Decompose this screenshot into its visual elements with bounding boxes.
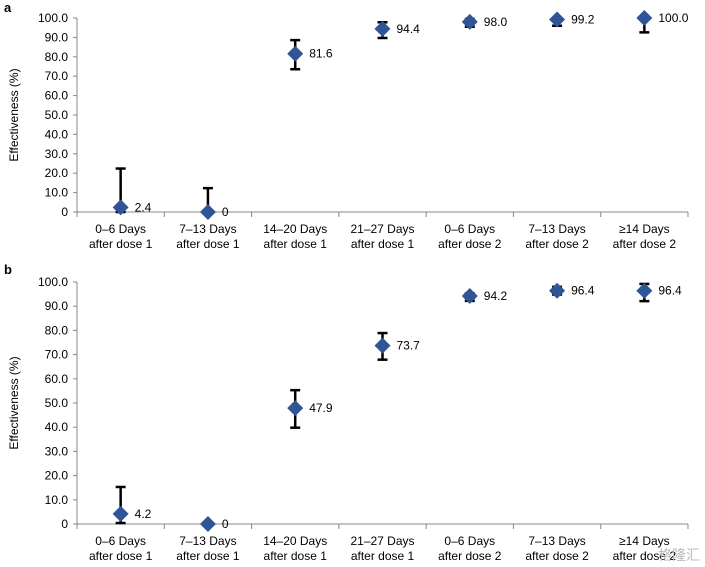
- x-tick-label: 21–27 Days: [350, 534, 414, 548]
- data-point: [461, 13, 478, 30]
- x-tick-label: 7–13 Days: [528, 534, 585, 548]
- y-tick-label: 90.0: [45, 299, 69, 313]
- y-axis-title: Effectiveness (%): [7, 356, 21, 449]
- x-tick-label: after dose 1: [264, 237, 328, 251]
- data-point: [549, 282, 566, 299]
- x-tick-label: ≥14 Days: [619, 222, 670, 236]
- data-label: 81.6: [309, 47, 333, 61]
- y-tick-label: 60.0: [45, 372, 69, 386]
- y-tick-label: 30.0: [45, 147, 69, 161]
- y-tick-label: 10.0: [45, 493, 69, 507]
- y-tick-label: 80.0: [45, 323, 69, 337]
- x-tick-label: ≥14 Days: [619, 534, 670, 548]
- x-tick-label: after dose 1: [264, 549, 328, 563]
- y-tick-label: 40.0: [45, 127, 69, 141]
- data-label: 96.4: [658, 284, 682, 298]
- y-tick-label: 70.0: [45, 348, 69, 362]
- y-axis-title: Effectiveness (%): [7, 68, 21, 161]
- x-tick-label: after dose 1: [351, 549, 415, 563]
- data-point: [461, 288, 478, 305]
- y-tick-label: 90.0: [45, 30, 69, 44]
- y-tick-label: 100.0: [38, 275, 68, 289]
- y-tick-label: 50.0: [45, 108, 69, 122]
- data-point: [636, 10, 653, 26]
- x-tick-label: after dose 1: [351, 237, 415, 251]
- data-label: 0: [222, 205, 229, 219]
- data-label: 2.4: [135, 200, 152, 214]
- data-label: 94.2: [484, 289, 508, 303]
- x-tick-label: 0–6 Days: [95, 222, 146, 236]
- data-point: [287, 400, 304, 417]
- data-label: 47.9: [309, 401, 333, 415]
- data-label: 4.2: [135, 507, 152, 521]
- x-tick-label: 7–13 Days: [528, 222, 585, 236]
- x-tick-label: after dose 2: [613, 237, 677, 251]
- x-tick-label: 0–6 Days: [444, 534, 495, 548]
- panel-b: b Effectiveness (%) 0 10.0 20.0 30.0 40.0 50.0 6…: [4, 262, 689, 563]
- y-tick-label: 40.0: [45, 420, 69, 434]
- x-tick-label: after dose 2: [438, 549, 502, 563]
- data-point: [199, 204, 216, 220]
- x-tick-label: after dose 1: [89, 237, 153, 251]
- y-tick-label: 30.0: [45, 444, 69, 458]
- y-tick-label: 70.0: [45, 69, 69, 83]
- x-tick-label: after dose 2: [525, 237, 589, 251]
- x-tick-label: after dose 1: [176, 549, 240, 563]
- x-tick-label: 0–6 Days: [95, 534, 146, 548]
- x-tick-label: after dose 2: [525, 549, 589, 563]
- x-tick-label: 21–27 Days: [350, 222, 414, 236]
- y-tick-label: 10.0: [45, 186, 69, 200]
- data-label: 96.4: [571, 284, 595, 298]
- panel-letter: a: [4, 0, 12, 15]
- data-label: 73.7: [397, 339, 421, 353]
- x-tick-label: after dose 1: [176, 237, 240, 251]
- x-tick-label: 7–13 Days: [179, 534, 236, 548]
- panel-letter: b: [4, 262, 12, 277]
- x-tick-label: 14–20 Days: [263, 222, 327, 236]
- x-tick-label: 0–6 Days: [444, 222, 495, 236]
- data-point: [374, 20, 391, 37]
- y-tick-label: 0: [61, 205, 68, 219]
- data-point: [374, 337, 391, 354]
- watermark: 格隆汇: [658, 547, 700, 563]
- data-label: 94.4: [397, 22, 421, 36]
- data-point: [199, 516, 216, 532]
- x-tick-label: after dose 2: [438, 237, 502, 251]
- x-tick-label: 7–13 Days: [179, 222, 236, 236]
- data-label: 98.0: [484, 15, 508, 29]
- y-tick-label: 20.0: [45, 166, 69, 180]
- data-point: [112, 505, 129, 522]
- data-point: [112, 199, 129, 216]
- data-point: [636, 282, 653, 299]
- data-point: [287, 45, 304, 62]
- data-label: 0: [222, 517, 229, 531]
- y-tick-label: 80.0: [45, 50, 69, 64]
- y-tick-label: 100.0: [38, 11, 68, 25]
- data-label: 100.0: [658, 11, 688, 25]
- x-tick-label: 14–20 Days: [263, 534, 327, 548]
- data-point: [549, 11, 566, 28]
- y-tick-label: 50.0: [45, 396, 69, 410]
- data-label: 99.2: [571, 13, 595, 27]
- panel-a: a Effectiveness (%) 0 10.0 20.0 30.0 40.0 50.0 6…: [4, 0, 689, 251]
- y-tick-label: 60.0: [45, 89, 69, 103]
- y-tick-label: 0: [61, 517, 68, 531]
- x-tick-label: after dose 1: [89, 549, 153, 563]
- y-tick-label: 20.0: [45, 469, 69, 483]
- x-tick-label: after dose 2: [613, 549, 677, 563]
